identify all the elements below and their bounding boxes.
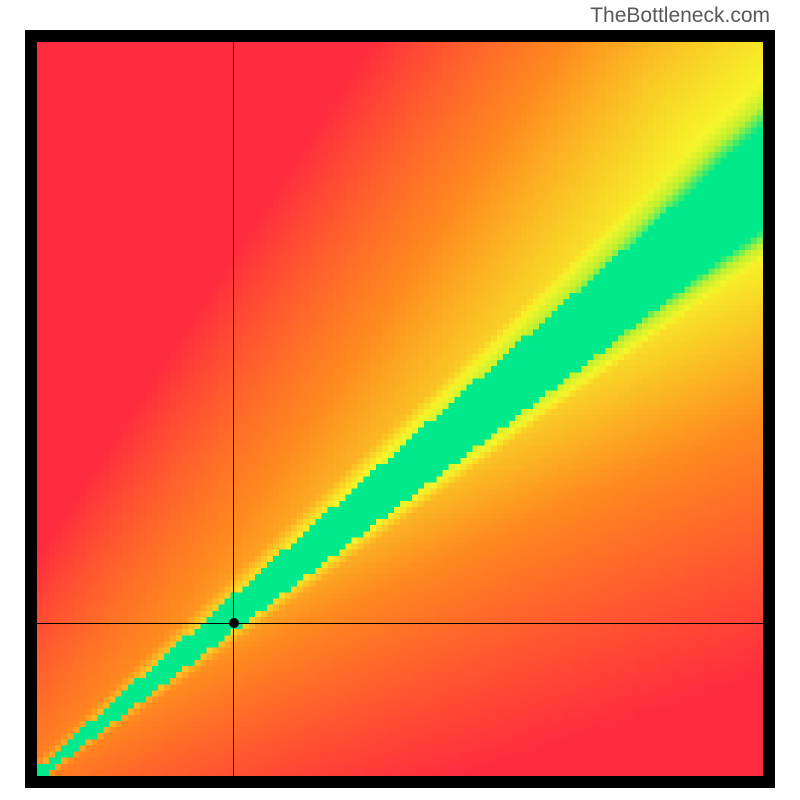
chart-container: TheBottleneck.com: [0, 0, 800, 800]
bottleneck-heatmap: [37, 42, 763, 776]
crosshair-horizontal: [37, 623, 763, 624]
crosshair-vertical: [233, 42, 234, 776]
crosshair-marker: [229, 618, 239, 628]
watermark-text: TheBottleneck.com: [590, 4, 770, 28]
